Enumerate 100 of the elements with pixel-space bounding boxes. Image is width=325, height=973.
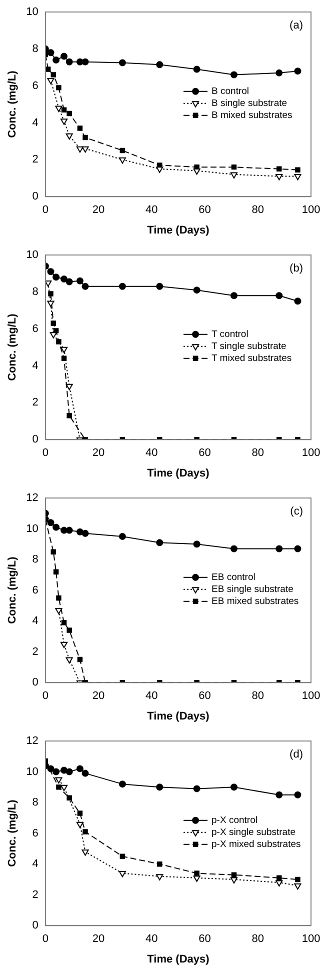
point xyxy=(82,58,89,66)
point xyxy=(77,126,83,131)
x-tick-label: 0 xyxy=(42,447,48,460)
y-tick-label: 4 xyxy=(32,116,38,129)
point xyxy=(231,164,237,170)
point xyxy=(294,68,302,75)
point xyxy=(60,52,68,60)
point xyxy=(231,872,237,878)
point xyxy=(66,133,73,140)
y-tick-label: 0 xyxy=(32,190,38,203)
x-tick-label: 80 xyxy=(252,204,264,216)
x-axis-title: Time (Days) xyxy=(147,224,210,236)
x-tick-label: 40 xyxy=(146,933,158,946)
y-tick-label: 0 xyxy=(32,920,38,932)
y-tick-label: 8 xyxy=(32,554,38,566)
legend-label: p-X mixed substrates xyxy=(212,839,302,850)
point xyxy=(230,545,238,552)
point xyxy=(50,332,57,338)
legend-label: T control xyxy=(212,329,248,340)
legend-label: T single substrate xyxy=(212,341,286,352)
x-tick-label: 0 xyxy=(42,690,48,702)
point xyxy=(61,620,67,626)
point xyxy=(66,110,72,116)
point xyxy=(52,274,60,281)
point xyxy=(47,519,54,526)
point xyxy=(294,174,302,180)
point xyxy=(276,880,283,887)
point xyxy=(82,770,89,777)
x-tick-label: 40 xyxy=(146,447,158,460)
y-tick-label: 0 xyxy=(32,434,38,446)
point xyxy=(47,765,54,772)
x-tick-label: 20 xyxy=(92,204,105,216)
point xyxy=(66,412,72,418)
annotation: (c) xyxy=(290,506,303,518)
point xyxy=(66,526,73,534)
x-tick-label: 100 xyxy=(302,204,320,216)
point xyxy=(276,292,283,300)
point xyxy=(60,784,68,792)
point xyxy=(66,768,73,776)
point xyxy=(76,146,84,153)
point xyxy=(77,656,83,662)
point xyxy=(193,168,200,175)
point xyxy=(276,69,283,76)
point xyxy=(276,166,282,172)
point xyxy=(118,780,126,788)
y-tick-label: 2 xyxy=(32,396,38,409)
point xyxy=(66,628,72,633)
point xyxy=(120,148,126,154)
annotation: (b) xyxy=(290,262,303,275)
point xyxy=(295,167,300,172)
point xyxy=(230,292,238,300)
x-tick-label: 0 xyxy=(42,933,48,946)
x-tick-label: 60 xyxy=(198,447,211,460)
point xyxy=(48,291,54,296)
x-tick-label: 60 xyxy=(198,933,211,946)
x-tick-label: 20 xyxy=(92,933,105,946)
legend-label: EB control xyxy=(212,572,256,584)
y-tick-label: 4 xyxy=(32,360,38,372)
y-tick-label: 6 xyxy=(32,584,38,596)
legend-label: EB mixed substrates xyxy=(212,596,299,608)
point xyxy=(193,876,200,882)
y-axis-title: Conc. (mg/L) xyxy=(6,313,19,381)
point xyxy=(82,829,88,834)
point xyxy=(120,854,126,859)
annotation: (a) xyxy=(290,20,303,32)
point xyxy=(276,791,283,798)
point xyxy=(50,320,56,326)
point xyxy=(156,874,164,880)
point xyxy=(66,58,73,66)
y-tick-label: 10 xyxy=(26,766,38,778)
y-tick-label: 10 xyxy=(26,6,38,18)
point xyxy=(50,72,56,78)
legend-label: B single substrate xyxy=(212,98,288,110)
point xyxy=(76,822,84,828)
point xyxy=(294,791,302,798)
point xyxy=(82,282,89,290)
point xyxy=(52,768,60,776)
point xyxy=(118,157,126,164)
point xyxy=(118,871,126,878)
point xyxy=(56,595,62,601)
point xyxy=(118,59,126,66)
point xyxy=(52,56,60,64)
x-tick-label: 40 xyxy=(146,204,158,216)
y-tick-label: 2 xyxy=(32,154,38,166)
y-tick-label: 6 xyxy=(32,80,38,92)
x-tick-label: 100 xyxy=(302,933,320,946)
legend-label: p-X control xyxy=(212,815,258,826)
point xyxy=(230,877,238,884)
y-tick-label: 4 xyxy=(32,858,38,870)
point xyxy=(82,134,88,140)
point xyxy=(156,539,164,546)
y-tick-label: 6 xyxy=(32,827,38,840)
x-tick-label: 20 xyxy=(92,447,105,460)
legend-label: EB single substrate xyxy=(212,584,294,596)
point xyxy=(61,107,67,112)
legend-label: B mixed substrates xyxy=(212,110,293,122)
y-tick-label: 0 xyxy=(32,676,38,689)
legend-label: p-X single substrate xyxy=(212,827,296,838)
point xyxy=(47,300,54,307)
point xyxy=(193,286,200,294)
